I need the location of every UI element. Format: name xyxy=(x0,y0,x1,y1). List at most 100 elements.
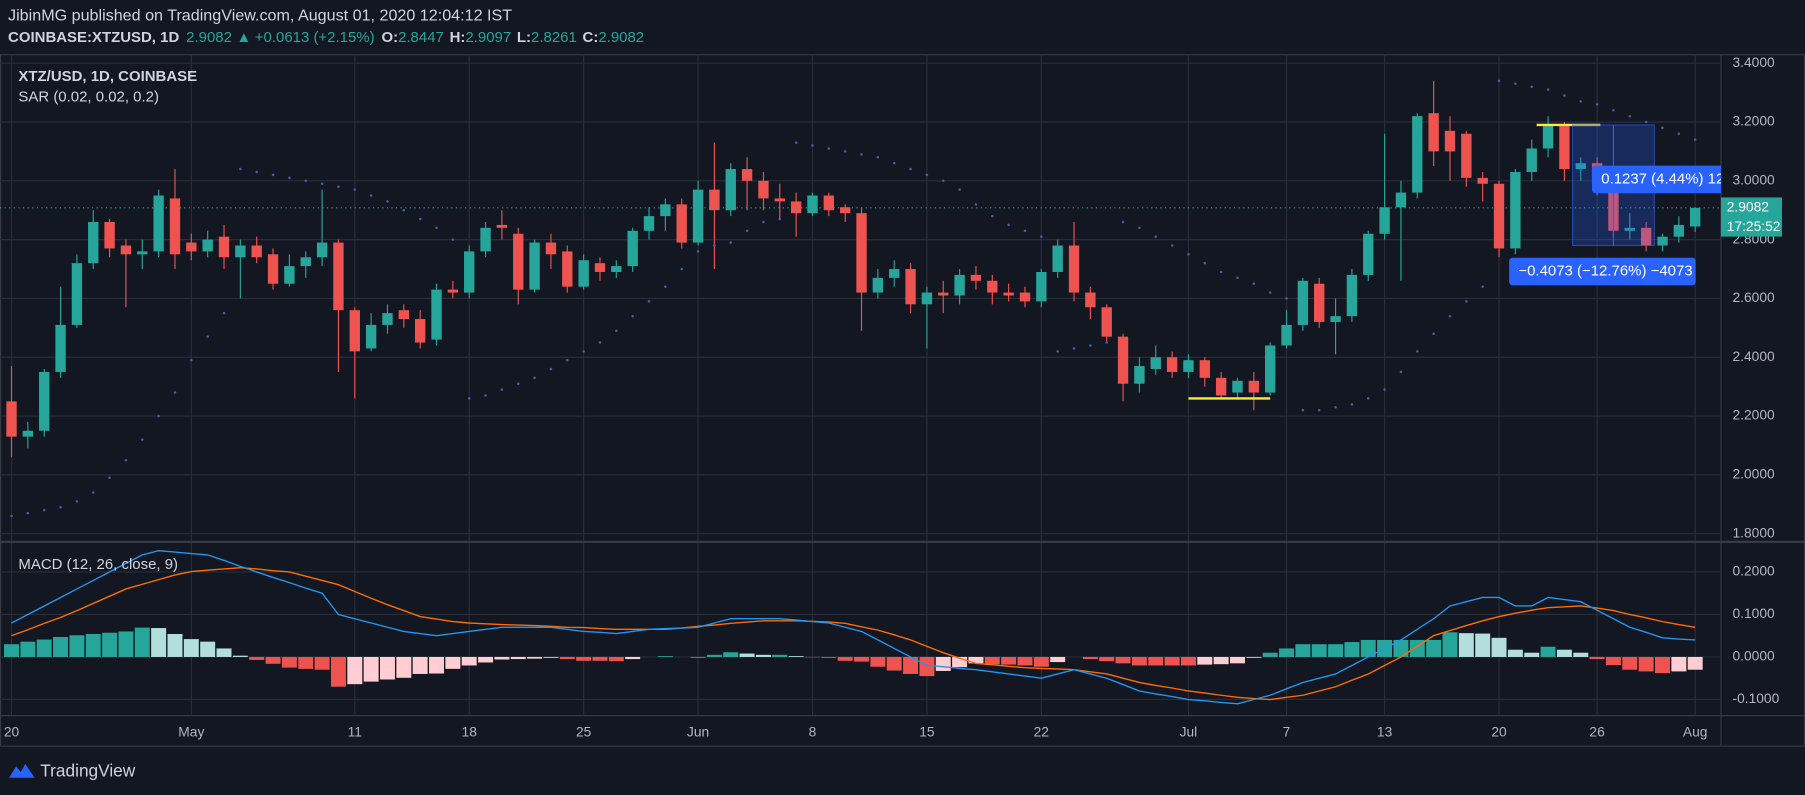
y-tick-label: 0.1000 xyxy=(1732,606,1775,621)
y-tick-label: 2.0000 xyxy=(1732,467,1775,482)
candle-body xyxy=(1477,177,1488,184)
histogram-bar xyxy=(723,652,739,657)
histogram-bar xyxy=(20,641,36,657)
candle-body xyxy=(382,313,393,325)
sar-dot xyxy=(484,394,487,397)
sar-dot xyxy=(1138,226,1141,230)
candle-body xyxy=(856,213,867,293)
candle-body xyxy=(1673,224,1685,237)
candle-body xyxy=(1461,133,1472,178)
sar-dot xyxy=(1481,285,1484,288)
y-tick-label: -0.1000 xyxy=(1732,691,1779,706)
sar-dot xyxy=(664,285,667,288)
candle-body xyxy=(480,227,491,252)
candle-body xyxy=(202,239,213,252)
x-tick-label: 8 xyxy=(809,725,817,740)
sar-dot xyxy=(1236,276,1239,280)
histogram-bar xyxy=(53,636,69,657)
histogram-bar xyxy=(559,656,575,660)
histogram-bar xyxy=(870,656,886,667)
sar-dot xyxy=(1040,235,1043,238)
sar-dot xyxy=(713,244,716,247)
sar-dot xyxy=(827,147,831,150)
sar-dot xyxy=(1579,100,1583,103)
sar-dot xyxy=(1497,79,1501,83)
sar-dot xyxy=(1154,235,1158,238)
sar-dot xyxy=(304,179,308,183)
histogram-bar xyxy=(1540,646,1556,657)
histogram-bar xyxy=(167,634,183,657)
sar-dot xyxy=(271,173,275,177)
y-tick-label: 3.4000 xyxy=(1732,55,1775,70)
candle-body xyxy=(954,274,965,296)
candle-body xyxy=(398,310,410,320)
histogram-bar xyxy=(1262,652,1278,657)
candle-body xyxy=(1363,233,1374,275)
histogram-bar xyxy=(1393,639,1409,657)
histogram-bar xyxy=(1001,656,1017,665)
sar-dot xyxy=(762,220,765,224)
candle-body xyxy=(1559,124,1570,170)
histogram-bar xyxy=(330,656,346,687)
sar-dot xyxy=(582,350,585,353)
sar-dot xyxy=(1661,126,1664,130)
histogram-bar xyxy=(739,653,755,657)
candle-body xyxy=(709,189,720,211)
sar-dot xyxy=(1089,344,1092,347)
sar-dot xyxy=(1023,229,1027,233)
candle-body xyxy=(1068,245,1080,293)
logo-icon xyxy=(9,763,35,778)
candle-body xyxy=(839,207,851,214)
sar-dot xyxy=(467,397,471,400)
y-tick-label: 2.4000 xyxy=(1732,349,1775,364)
sar-dot xyxy=(141,438,144,441)
candle-body xyxy=(741,169,753,181)
candle-body xyxy=(218,236,230,258)
last-price-label: 2.9082 xyxy=(1727,199,1769,214)
sar-dot xyxy=(566,358,569,362)
sar-dot xyxy=(26,511,30,515)
sar-dot xyxy=(1056,350,1059,353)
y-tick-label: 3.0000 xyxy=(1732,172,1775,187)
histogram-bar xyxy=(919,656,935,677)
ohlc-value: 2.9082 xyxy=(598,29,644,46)
candle-body xyxy=(1101,307,1112,337)
histogram-bar xyxy=(1426,639,1442,657)
candle-body xyxy=(1657,236,1668,246)
sar-dot xyxy=(843,150,847,153)
x-tick-label: Jun xyxy=(687,725,709,740)
candle-body xyxy=(1215,377,1227,396)
candle-body xyxy=(1330,316,1341,322)
sar-dot xyxy=(91,491,95,494)
candle-body xyxy=(300,257,311,267)
histogram-bar xyxy=(527,656,543,659)
histogram-bar xyxy=(461,656,477,666)
candle-body xyxy=(970,274,982,281)
candle-body xyxy=(529,242,540,290)
candle-body xyxy=(692,189,704,243)
candle-body xyxy=(120,245,132,255)
sar-dot xyxy=(157,414,160,418)
candle-body xyxy=(1510,171,1521,249)
sar-dot xyxy=(1007,223,1010,227)
sar-dot xyxy=(680,267,683,271)
sar-dot xyxy=(108,476,111,480)
x-tick-label: Jul xyxy=(1180,725,1198,740)
sar-dot xyxy=(206,335,209,338)
candle-body xyxy=(545,242,557,255)
sar-dot xyxy=(1514,82,1517,86)
candle-body xyxy=(1314,283,1325,322)
candle-body xyxy=(1117,336,1129,384)
sar-dot xyxy=(909,167,912,171)
sar-dot xyxy=(991,214,994,218)
candle-body xyxy=(611,266,622,272)
histogram-bar xyxy=(69,635,85,657)
candle-body xyxy=(1493,183,1505,249)
candle-body xyxy=(153,195,164,252)
candle-body xyxy=(1036,271,1047,302)
histogram-bar xyxy=(1475,633,1491,657)
sar-dot xyxy=(222,311,226,315)
histogram-bar xyxy=(788,656,804,657)
candle-body xyxy=(464,251,475,293)
histogram-bar xyxy=(510,656,526,660)
